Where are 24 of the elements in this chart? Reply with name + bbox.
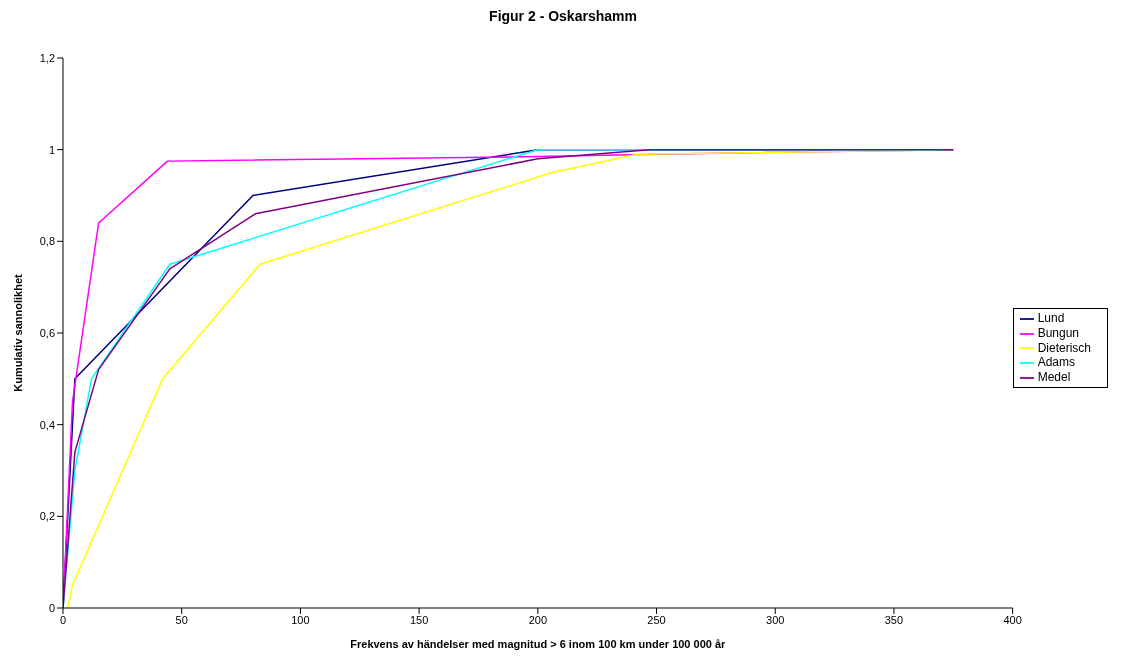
legend-label: Bungun [1037,325,1080,340]
legend-label: Lund [1037,310,1065,325]
x-tick-label: 0 [59,613,67,626]
y-axis-title: Kumulativ sannolikhet [11,273,24,392]
x-tick-label: 400 [1003,613,1022,626]
y-tick-label: 0,6 [39,326,55,339]
x-tick-label: 250 [647,613,666,626]
y-tick-label: 0 [48,601,55,614]
legend-label: Adams [1037,355,1075,370]
y-tick-label: 0,8 [39,235,55,248]
y-tick-label: 1 [48,143,55,156]
legend-label: Medel [1037,370,1071,385]
y-tick-label: 1,2 [39,51,55,64]
y-tick-label: 0,4 [39,418,55,431]
x-tick-label: 100 [291,613,310,626]
chart-title: Figur 2 - Oskarshamm [488,8,638,26]
x-tick-label: 350 [884,613,904,626]
x-tick-label: 150 [409,613,429,626]
x-tick-label: 300 [766,613,785,626]
x-tick-label: 50 [175,613,188,626]
x-tick-label: 200 [528,613,547,626]
y-tick-label: 0,2 [39,510,55,523]
legend-label: Dieterisch [1037,340,1091,355]
x-axis-title: Frekvens av händelser med magnitud > 6 inom 100 km under 100 000 år [350,638,727,650]
